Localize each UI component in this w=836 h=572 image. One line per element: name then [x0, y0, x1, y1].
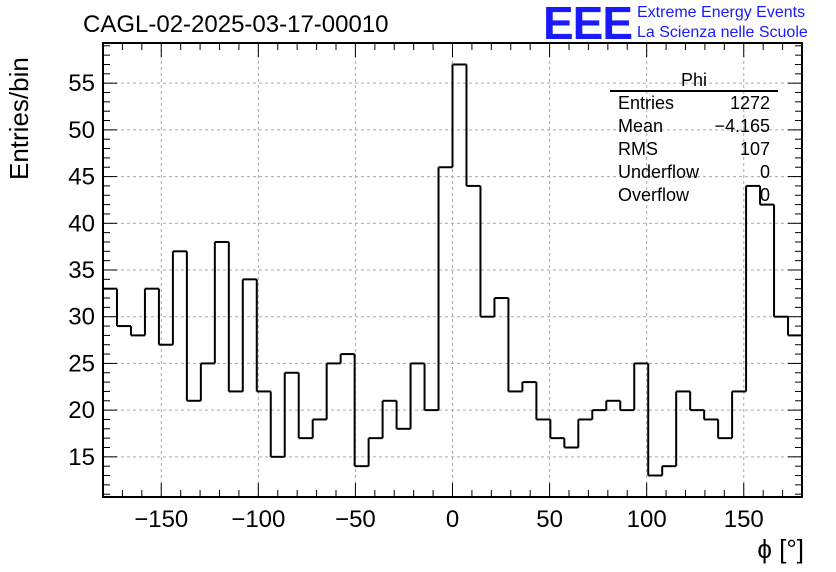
x-tick-label: −100	[231, 506, 285, 533]
stats-label: Mean	[618, 116, 664, 136]
stats-value: 1272	[729, 93, 770, 113]
y-tick-label: 30	[68, 304, 95, 331]
stats-label: RMS	[618, 139, 658, 159]
x-tick-label: −50	[335, 506, 376, 533]
stats-value: 0	[759, 185, 770, 205]
y-tick-label: 20	[68, 397, 95, 424]
stats-value: 0	[759, 162, 770, 182]
stats-row-overflow: Overflow 0	[610, 184, 778, 207]
org-subtitle: La Scienza nelle Scuole	[637, 24, 808, 41]
stats-row-entries: Entries 1272	[610, 92, 778, 115]
y-tick-label: 50	[68, 117, 95, 144]
stats-value: 107	[739, 139, 770, 159]
x-axis-label: ϕ [°]	[757, 534, 804, 564]
stats-title: Phi	[610, 70, 778, 92]
y-tick-label: 40	[68, 210, 95, 237]
y-tick-label: 35	[68, 257, 95, 284]
stats-row-underflow: Underflow 0	[610, 161, 778, 184]
stats-label: Underflow	[618, 162, 700, 182]
x-tick-label: 0	[446, 506, 459, 533]
stats-label: Entries	[618, 93, 675, 113]
x-tick-label: 150	[724, 506, 764, 533]
stats-box: Phi Entries 1272 Mean −4.165 RMS 107 Underf…	[610, 70, 778, 207]
stats-label: Overflow	[618, 185, 690, 205]
histogram-series	[103, 63, 802, 477]
org-name: Extreme Energy Events	[637, 4, 806, 21]
x-tick-label: 50	[536, 506, 563, 533]
axis-ticks	[102, 43, 803, 497]
y-tick-label: 45	[68, 164, 95, 191]
stats-row-rms: RMS 107	[610, 138, 778, 161]
x-tick-label: 100	[627, 506, 667, 533]
stats-row-mean: Mean −4.165	[610, 115, 778, 138]
y-tick-label: 55	[68, 70, 95, 97]
plot-title: CAGL-02-2025-03-17-00010	[83, 11, 389, 38]
y-axis-label: Entries/bin	[4, 57, 34, 180]
tick-labels: −150 −100 −50 0 50 100 150 15 20 25 30 35 40 45 50 55	[68, 70, 763, 533]
y-tick-label: 25	[68, 350, 95, 377]
eee-logo: EEE	[543, 0, 633, 49]
y-tick-label: 15	[68, 444, 95, 471]
x-tick-label: −150	[134, 506, 188, 533]
stats-value: −4.165	[714, 116, 770, 136]
